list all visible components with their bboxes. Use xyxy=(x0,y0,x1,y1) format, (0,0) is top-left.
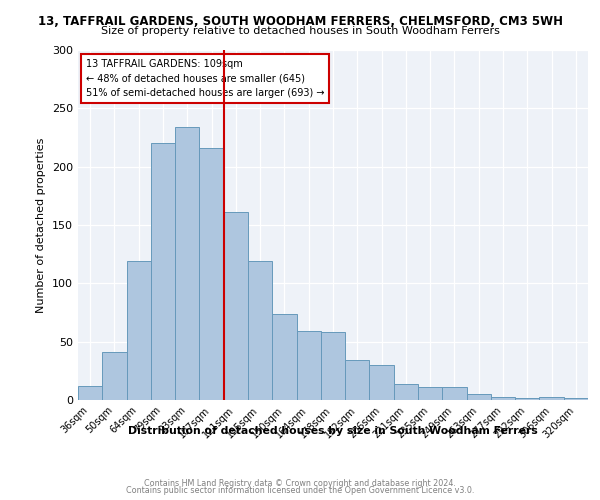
Bar xyxy=(539,396,564,400)
Text: Contains HM Land Registry data © Crown copyright and database right 2024.: Contains HM Land Registry data © Crown c… xyxy=(144,478,456,488)
Y-axis label: Number of detached properties: Number of detached properties xyxy=(37,138,46,312)
Bar xyxy=(151,144,175,400)
Bar xyxy=(418,387,442,400)
Bar xyxy=(78,386,102,400)
Bar xyxy=(345,360,370,400)
Text: Size of property relative to detached houses in South Woodham Ferrers: Size of property relative to detached ho… xyxy=(101,26,499,36)
Bar xyxy=(224,212,248,400)
Bar xyxy=(248,261,272,400)
Bar xyxy=(515,398,539,400)
Text: Distribution of detached houses by size in South Woodham Ferrers: Distribution of detached houses by size … xyxy=(128,426,538,436)
Bar xyxy=(442,387,467,400)
Bar xyxy=(127,261,151,400)
Bar xyxy=(394,384,418,400)
Bar xyxy=(491,396,515,400)
Bar xyxy=(272,314,296,400)
Bar xyxy=(102,352,127,400)
Bar xyxy=(370,365,394,400)
Text: 13, TAFFRAIL GARDENS, SOUTH WOODHAM FERRERS, CHELMSFORD, CM3 5WH: 13, TAFFRAIL GARDENS, SOUTH WOODHAM FERR… xyxy=(37,15,563,28)
Text: 13 TAFFRAIL GARDENS: 109sqm
← 48% of detached houses are smaller (645)
51% of se: 13 TAFFRAIL GARDENS: 109sqm ← 48% of det… xyxy=(86,59,324,98)
Bar xyxy=(199,148,224,400)
Bar xyxy=(564,398,588,400)
Bar xyxy=(321,332,345,400)
Bar xyxy=(467,394,491,400)
Bar xyxy=(296,331,321,400)
Text: Contains public sector information licensed under the Open Government Licence v3: Contains public sector information licen… xyxy=(126,486,474,495)
Bar xyxy=(175,127,199,400)
